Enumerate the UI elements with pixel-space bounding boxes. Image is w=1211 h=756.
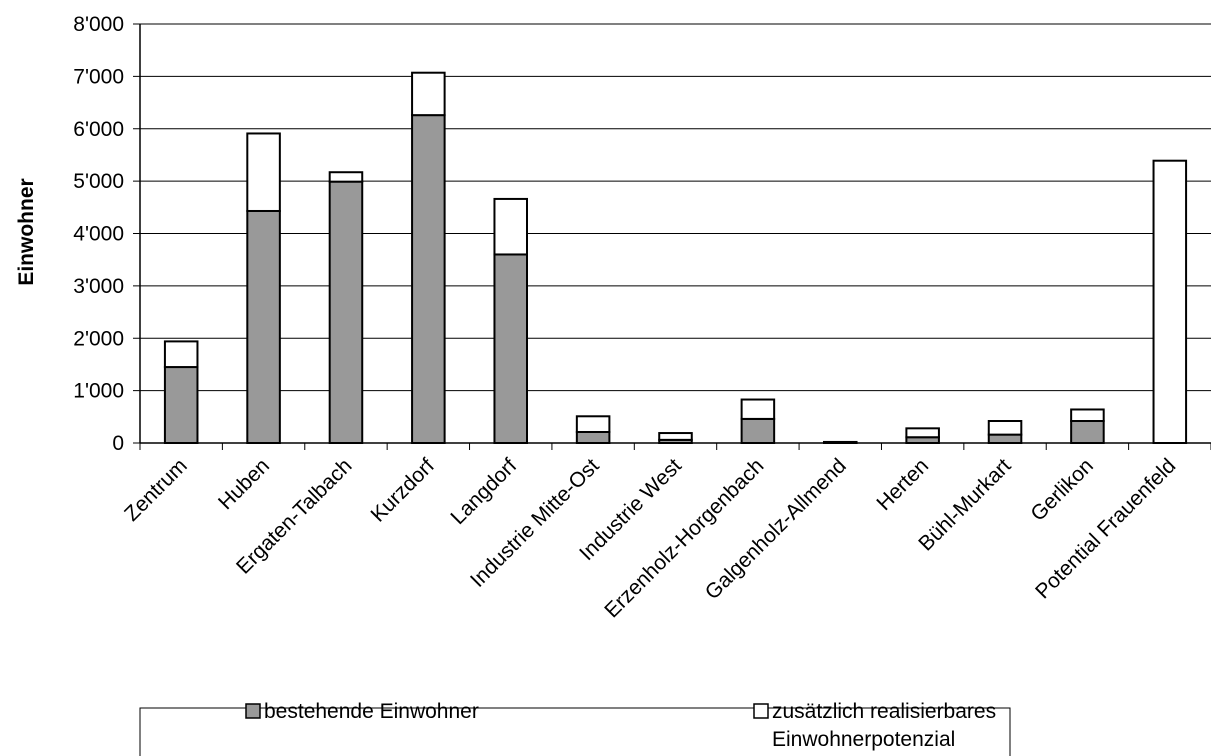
x-category-label: Zentrum (120, 454, 192, 526)
y-tick-label: 3'000 (73, 275, 124, 298)
bar-segment-potential (575, 415, 611, 434)
bar-segment-potential (1070, 408, 1105, 423)
bar-segment-potential (493, 197, 529, 256)
y-tick-label: 5'000 (73, 170, 124, 193)
bar-segment-existing (411, 114, 446, 444)
axes (133, 23, 1211, 450)
x-category-label: Galgenholz-Allmend (701, 454, 851, 604)
bar-segment-existing (163, 366, 199, 444)
y-tick-label: 8'000 (73, 13, 124, 36)
legend-swatch-potential (753, 703, 769, 719)
bar-segment-potential (411, 71, 446, 117)
bar-segment-potential (987, 420, 1023, 436)
gridlines (140, 23, 1211, 392)
x-category-label: Herten (872, 454, 933, 515)
x-category-label: Huben (214, 454, 274, 514)
bars (163, 71, 1188, 445)
x-category-label: Erzenholz-Horgenbach (600, 454, 768, 622)
bar-segment-potential (905, 427, 940, 439)
bar-segment-potential (328, 171, 364, 183)
bar-segment-existing (328, 180, 364, 444)
x-category-label: Langdorf (446, 454, 521, 529)
legend-label-potential-line2: Einwohnerpotenzial (772, 728, 955, 751)
bar-segment-potential (246, 132, 281, 212)
bar-segment-potential (163, 340, 199, 369)
legend: bestehende Einwohner zusätzlich realisie… (139, 700, 1011, 756)
legend-label-potential-line1: zusätzlich realisierbares (772, 700, 996, 723)
bar-segment-potential (658, 432, 693, 441)
legend-box (139, 707, 1011, 756)
legend-label-existing: bestehende Einwohner (264, 700, 479, 723)
x-category-label: Kurzdorf (366, 454, 439, 527)
y-tick-label: 1'000 (73, 380, 124, 403)
bar-segment-existing (987, 433, 1023, 444)
y-tick-label: 7'000 (73, 65, 124, 88)
y-tick-label: 4'000 (73, 223, 124, 246)
bar-segment-existing (493, 253, 529, 444)
x-category-label: Potential Frauenfeld (1031, 454, 1180, 603)
x-category-label: Gerlikon (1026, 454, 1098, 526)
legend-swatch-existing (245, 703, 261, 719)
y-tick-label: 2'000 (73, 327, 124, 350)
y-axis-label: Einwohner (15, 178, 38, 285)
y-tick-label: 0 (112, 432, 124, 455)
y-tick-labels: 0 1'000 2'000 3'000 4'000 5'000 6'000 7'000 8'00… (73, 13, 124, 455)
bar-segment-existing (740, 417, 776, 445)
bar-segment-potential (1152, 159, 1188, 444)
bar-segment-potential (740, 398, 776, 420)
y-tick-label: 6'000 (73, 118, 124, 141)
bar-segment-existing (246, 209, 281, 444)
bar-segment-existing (1070, 420, 1105, 445)
bar-segment-existing (575, 431, 611, 445)
